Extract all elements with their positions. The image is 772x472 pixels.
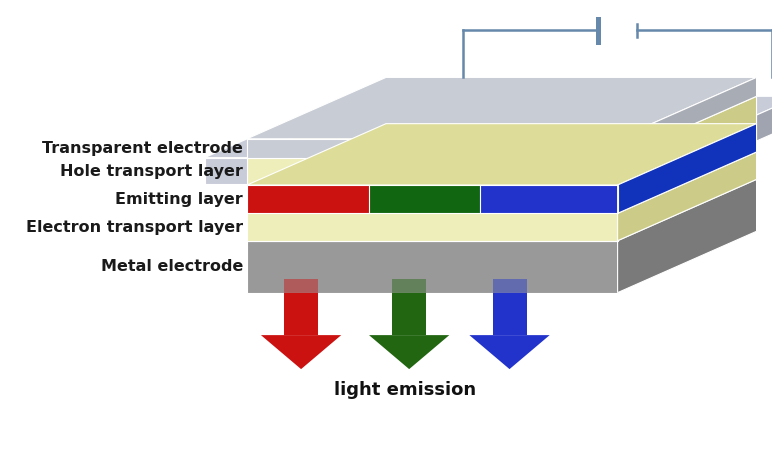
Text: light emission: light emission <box>334 381 476 399</box>
Polygon shape <box>205 158 660 184</box>
Polygon shape <box>247 77 757 139</box>
Text: Emitting layer: Emitting layer <box>116 192 243 207</box>
Polygon shape <box>247 185 369 213</box>
Polygon shape <box>493 279 527 293</box>
Polygon shape <box>618 96 757 185</box>
Text: Electron transport layer: Electron transport layer <box>26 219 243 235</box>
Polygon shape <box>247 96 757 158</box>
Polygon shape <box>247 158 618 185</box>
Polygon shape <box>618 179 757 293</box>
Polygon shape <box>618 152 757 241</box>
Polygon shape <box>261 335 341 369</box>
Text: Metal electrode: Metal electrode <box>101 259 243 274</box>
Polygon shape <box>469 335 550 369</box>
Text: Transparent electrode: Transparent electrode <box>42 141 243 156</box>
Polygon shape <box>205 96 772 158</box>
Polygon shape <box>369 185 480 213</box>
Polygon shape <box>247 241 618 293</box>
Polygon shape <box>284 279 318 293</box>
Polygon shape <box>618 77 757 158</box>
Polygon shape <box>247 139 618 158</box>
Polygon shape <box>247 213 618 241</box>
Polygon shape <box>660 96 772 184</box>
Polygon shape <box>247 152 757 213</box>
Text: Hole transport layer: Hole transport layer <box>60 164 243 179</box>
Polygon shape <box>392 293 426 335</box>
Polygon shape <box>480 185 618 213</box>
Polygon shape <box>247 179 757 241</box>
Polygon shape <box>247 124 757 185</box>
Polygon shape <box>284 293 318 335</box>
Polygon shape <box>493 293 527 335</box>
Polygon shape <box>618 124 757 213</box>
Polygon shape <box>369 335 449 369</box>
Polygon shape <box>392 279 426 293</box>
